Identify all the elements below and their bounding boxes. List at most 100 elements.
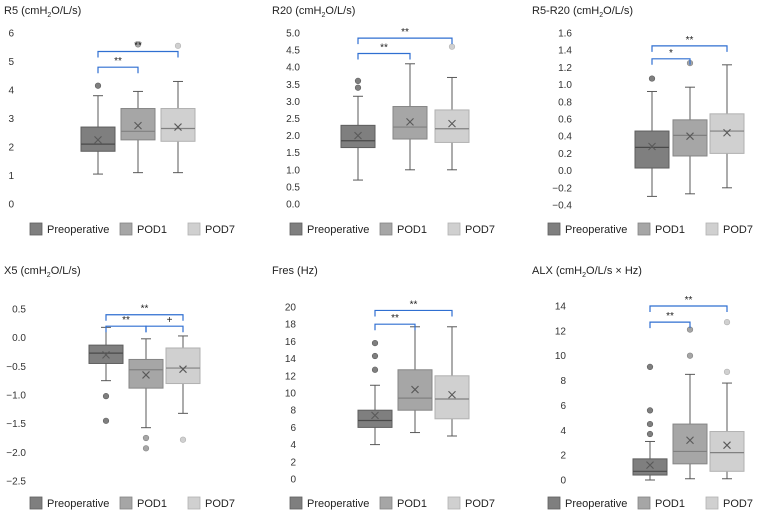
legend-label: POD7 xyxy=(205,498,235,510)
legend-label: POD1 xyxy=(137,498,167,510)
outlier-point xyxy=(179,436,187,443)
chart-title: X5 (cmH2O/L/s) xyxy=(4,265,81,279)
y-tick-label: 0.5 xyxy=(12,305,26,316)
outlier-point xyxy=(723,368,731,375)
significance-label: ** xyxy=(141,304,149,315)
significance-label: ** xyxy=(410,299,418,310)
significance-bracket: ** xyxy=(357,43,411,60)
y-tick-label: 3 xyxy=(8,114,14,125)
legend-swatch xyxy=(119,496,133,510)
y-tick-label: 0.0 xyxy=(558,166,572,177)
y-tick-label: 6 xyxy=(290,423,296,434)
significance-label: ** xyxy=(114,56,122,67)
chart-title: R20 (cmH2O/L/s) xyxy=(272,5,355,19)
significance-bracket: ** xyxy=(649,295,728,312)
box-pod1 xyxy=(392,63,428,171)
mean-marker xyxy=(142,371,150,379)
legend-swatch xyxy=(29,222,43,236)
box-iqr xyxy=(165,347,201,385)
legend-label: Preoperative xyxy=(307,498,369,510)
y-tick-label: 1.0 xyxy=(558,80,572,91)
outlier-point xyxy=(134,41,142,48)
box-pod7 xyxy=(160,42,196,174)
box-iqr xyxy=(128,358,164,389)
bracket-line xyxy=(97,66,139,74)
legend-swatch xyxy=(637,222,651,236)
mean-marker xyxy=(448,390,456,399)
y-tick-label: 1.0 xyxy=(286,165,300,176)
box-pod1 xyxy=(672,59,708,195)
legend-label: Preoperative xyxy=(47,224,109,236)
legend-swatch xyxy=(637,496,651,510)
y-tick-label: 4 xyxy=(8,86,14,97)
y-tick-label: 1.5 xyxy=(286,148,300,159)
legend-label: POD1 xyxy=(655,498,685,510)
box-iqr xyxy=(357,409,393,428)
outlier-point xyxy=(646,420,654,428)
y-tick-label: 1.4 xyxy=(558,46,572,57)
mean-marker xyxy=(134,121,142,130)
bracket-line xyxy=(105,325,147,333)
mean-marker xyxy=(723,441,731,450)
bracket-line xyxy=(651,58,691,65)
legend-label: POD7 xyxy=(465,498,495,510)
legend-swatch xyxy=(289,222,303,236)
y-tick-label: 10 xyxy=(555,351,567,362)
y-tick-label: 6 xyxy=(8,29,14,40)
outlier-point xyxy=(371,352,379,360)
y-tick-label: 2.0 xyxy=(286,131,300,142)
significance-bracket: ** xyxy=(357,27,453,45)
box-iqr xyxy=(120,108,156,141)
legend-swatch xyxy=(447,222,461,236)
chart-panel-6: ALX (cmH2O/L/s × Hz) 0 2 4 6 8 10 12 14 ** ** Preop… xyxy=(532,265,753,510)
chart-panel-5: Fres (Hz) 0 2 4 6 8 10 12 14 16 18 20 ** ** Preoperati… xyxy=(272,265,495,510)
significance-label: ** xyxy=(666,311,674,322)
y-tick-label: −2.5 xyxy=(6,477,26,488)
y-tick-label: 0.8 xyxy=(558,97,572,108)
mean-marker xyxy=(179,365,187,374)
box-iqr xyxy=(397,369,433,411)
y-tick-label: 5 xyxy=(8,57,14,68)
bracket-line xyxy=(374,309,453,317)
y-tick-label: 4.5 xyxy=(286,46,300,57)
legend-swatch xyxy=(187,496,201,510)
mean-marker xyxy=(411,385,419,394)
legend: Preoperative POD1 POD7 xyxy=(289,496,495,510)
significance-label: ** xyxy=(685,295,693,306)
box-iqr xyxy=(434,109,470,143)
legend-label: Preoperative xyxy=(307,224,369,236)
bracket-line xyxy=(651,45,728,52)
legend: Preoperative POD1 POD7 xyxy=(289,222,495,236)
significance-label: ** xyxy=(401,27,409,38)
box-pod7 xyxy=(709,319,745,480)
significance-bracket: ** xyxy=(651,35,728,52)
y-tick-label: 2 xyxy=(560,451,566,462)
legend-swatch xyxy=(547,496,561,510)
bracket-line xyxy=(374,323,416,331)
significance-bracket: ** xyxy=(105,315,147,333)
mean-marker xyxy=(646,461,654,469)
legend-label: Preoperative xyxy=(565,498,627,510)
y-tick-label: 0.0 xyxy=(286,200,300,211)
outlier-point xyxy=(142,434,150,442)
significance-bracket: ** xyxy=(374,299,453,317)
significance-bracket: + xyxy=(145,315,184,333)
outlier-point xyxy=(371,340,379,347)
chart-title: Fres (Hz) xyxy=(272,265,318,277)
significance-label: ** xyxy=(391,313,399,324)
box-iqr xyxy=(160,108,196,142)
outlier-point xyxy=(646,363,654,371)
y-tick-label: 0.0 xyxy=(12,333,26,344)
box-pod1 xyxy=(397,326,433,434)
mean-marker xyxy=(686,436,694,445)
outlier-point xyxy=(102,417,110,424)
legend: Preoperative POD1 POD7 xyxy=(547,222,753,236)
legend: Preoperative POD1 POD7 xyxy=(547,496,753,510)
mean-marker xyxy=(371,411,379,420)
bracket-line xyxy=(357,37,453,45)
y-tick-label: 1 xyxy=(8,171,14,182)
box-preoperative xyxy=(340,77,376,181)
box-iqr xyxy=(634,130,670,169)
y-tick-label: −0.2 xyxy=(552,183,572,194)
